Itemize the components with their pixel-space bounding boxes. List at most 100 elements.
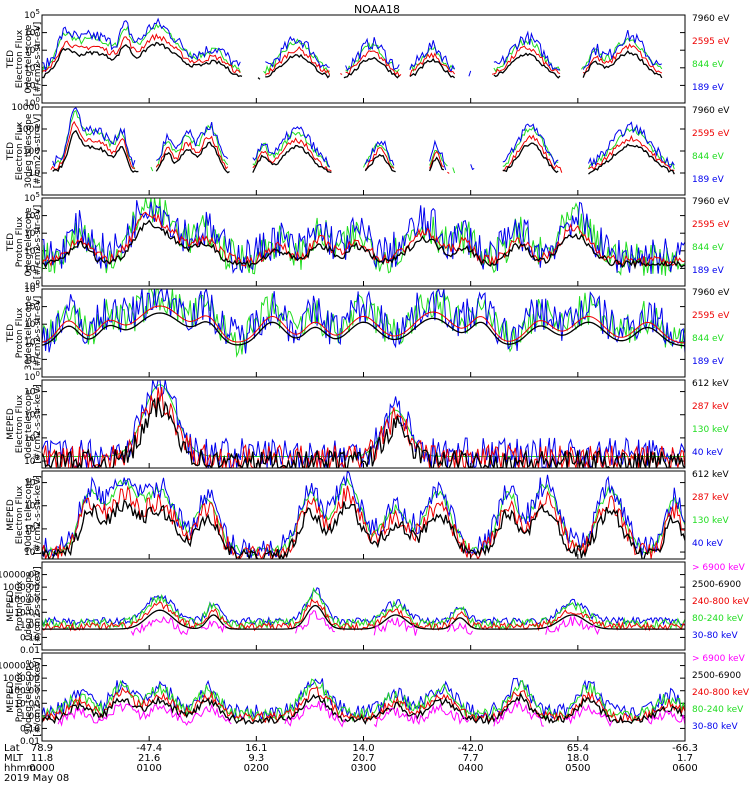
ytick-label: 104 — [24, 300, 40, 313]
series-blue-panel-8 — [42, 677, 685, 722]
panel-2: TED Electron Flux 30deg telescope [#/cm2-s-… — [6, 103, 730, 196]
legend-entry: 612 keV — [692, 470, 729, 480]
ytick-label: 1.00 — [20, 712, 40, 722]
legend-entry: > 6900 keV — [692, 563, 746, 573]
ytick-label: 10000.00 — [0, 571, 40, 581]
legend-entry: 7960 eV — [692, 197, 730, 207]
ytick-label: 1000.00 — [3, 583, 40, 593]
ytick-label: 10.00 — [14, 699, 40, 709]
panel-1-ylabel-line: 0deg telescope — [24, 24, 34, 94]
panel-7-ylabel-line: MEPED — [6, 590, 16, 622]
legend-entry: 30-80 keV — [692, 631, 738, 641]
panel-8-ylabel-line: MEPED — [6, 681, 16, 713]
xtick-label-lat: -47.4 — [136, 743, 162, 754]
ytick-label: 105 — [24, 191, 40, 204]
ytick-label: 104 — [24, 499, 40, 512]
legend-entry: 2595 eV — [692, 311, 730, 321]
xtick-label-lat: 78.9 — [31, 743, 53, 754]
ytick-label: 102 — [24, 454, 40, 467]
ytick-label: 103 — [24, 522, 40, 535]
xtick-label-mlt: 20.7 — [352, 753, 374, 764]
series-black-panel-4 — [42, 312, 685, 347]
ytick-label: 1000.00 — [3, 674, 40, 684]
legend-entry: 189 eV — [692, 357, 725, 367]
legend-entry: 7960 eV — [692, 106, 730, 116]
panel-8-ylabel-line: [#/cm2-s-str-keV] — [33, 657, 43, 736]
series-blue-panel-4 — [42, 289, 685, 354]
legend-entry: 40 keV — [692, 448, 724, 458]
ytick-label: 100 — [24, 370, 40, 383]
xtick-label-lat: 16.1 — [245, 743, 267, 754]
panel-5-ylabel-line: 0deg telescope — [24, 389, 34, 459]
series-red-panel-3 — [42, 211, 685, 267]
panel-3-ylabel-line: [#/cm2-s-str-eV] — [33, 205, 43, 280]
ytick-label: 0.10 — [20, 633, 40, 643]
panel-4-ylabel-line: Proton Flux — [15, 307, 25, 358]
ytick-label: 103 — [24, 43, 40, 56]
chart-panels: TED Electron Flux 0deg telescope [#/cm2-s-s… — [0, 8, 750, 747]
ytick-label: 100 — [24, 96, 40, 109]
ytick-label: 0.10 — [20, 724, 40, 734]
panel-4: TED Proton Flux 30deg telescope [#/cm2-s-st… — [6, 282, 730, 383]
panel-1-ylabel-line: TED — [6, 50, 16, 69]
panel-7-ylabel-line: [#/cm2-s-str-keV] — [33, 566, 43, 645]
ytick-label: 1.00 — [20, 621, 40, 631]
xtick-label-hhmm: 0000 — [29, 763, 54, 774]
ytick-label: 10000.00 — [0, 662, 40, 672]
panel-8-ylabel-line: 90deg telescope — [24, 659, 34, 734]
ytick-label: 102 — [24, 244, 40, 257]
xtick-label-lat: -66.3 — [672, 743, 698, 754]
legend-entry: 287 keV — [692, 493, 729, 503]
legend-entry: 7960 eV — [692, 288, 730, 298]
panel-2-ylabel-line: Electron Flux — [15, 121, 25, 180]
series-green-panel-8 — [42, 678, 685, 723]
xtick-label-mlt: 1.7 — [677, 753, 693, 764]
ytick-label: 1000 — [17, 125, 40, 135]
xtick-label-mlt: 11.8 — [31, 753, 53, 764]
ytick-label: 100.00 — [9, 596, 41, 606]
ytick-label: 101 — [24, 261, 40, 274]
panel-7-ylabel-line: 0deg telescope — [24, 571, 34, 641]
ytick-label: 10 — [29, 169, 41, 179]
legend-entry: > 6900 keV — [692, 654, 746, 664]
ytick-label: 101 — [24, 352, 40, 365]
xtick-label-lat: 14.0 — [352, 743, 374, 754]
ytick-label: 104 — [24, 26, 40, 39]
legend-entry: 189 eV — [692, 175, 725, 185]
panel-4-ylabel-line: [#/cm2-s-str-eV] — [33, 296, 43, 371]
panel-3: TED Proton Flux 0deg telescope [#/cm2-s-str… — [6, 191, 730, 292]
panel-6-ylabel-line: MEPED — [6, 499, 16, 531]
panel-4-ylabel-line: 30deg telescope — [24, 295, 34, 370]
legend-entry: 844 eV — [692, 334, 725, 344]
xtick-label-lat: 65.4 — [567, 743, 589, 754]
ytick-label: 105 — [24, 385, 40, 398]
xtick-label-hhmm: 0400 — [458, 763, 483, 774]
panel-2-ylabel-line: 30deg telescope — [24, 113, 34, 188]
legend-entry: 189 eV — [692, 266, 725, 276]
panel-5-ylabel-line: Electron Flux — [15, 394, 25, 453]
panel-6-ylabel-line: Electron Flux — [15, 485, 25, 544]
chart-title: NOAA18 — [354, 3, 400, 16]
panel-3-ylabel-line: 0deg telescope — [24, 207, 34, 277]
ytick-label: 100 — [24, 279, 40, 292]
legend-entry: 2500-6900 — [692, 671, 741, 681]
ytick-label: 104 — [24, 408, 40, 421]
x-axis-label-lat: Lat — [4, 743, 20, 754]
xtick-label-lat: -42.0 — [458, 743, 484, 754]
xtick-label-hhmm: 0600 — [672, 763, 697, 774]
x-axis-label-mlt: MLT — [4, 753, 24, 764]
panel-2-ylabel-line: TED — [6, 142, 16, 161]
legend-entry: 612 keV — [692, 379, 729, 389]
legend-entry: 844 eV — [692, 60, 725, 70]
legend-entry: 2500-6900 — [692, 580, 741, 590]
series-black-panel-8 — [42, 692, 685, 726]
series-blue-panel-6 — [42, 471, 685, 559]
ytick-label: 10.00 — [14, 608, 40, 618]
legend-entry: 7960 eV — [692, 14, 730, 24]
series-red-panel-7 — [42, 598, 685, 632]
panel-2-ylabel-line: [#/cm2-s-str-eV] — [33, 114, 43, 189]
xtick-label-hhmm: 0300 — [351, 763, 376, 774]
legend-entry: 240-800 keV — [692, 597, 750, 607]
series-black-panel-7 — [42, 604, 685, 630]
